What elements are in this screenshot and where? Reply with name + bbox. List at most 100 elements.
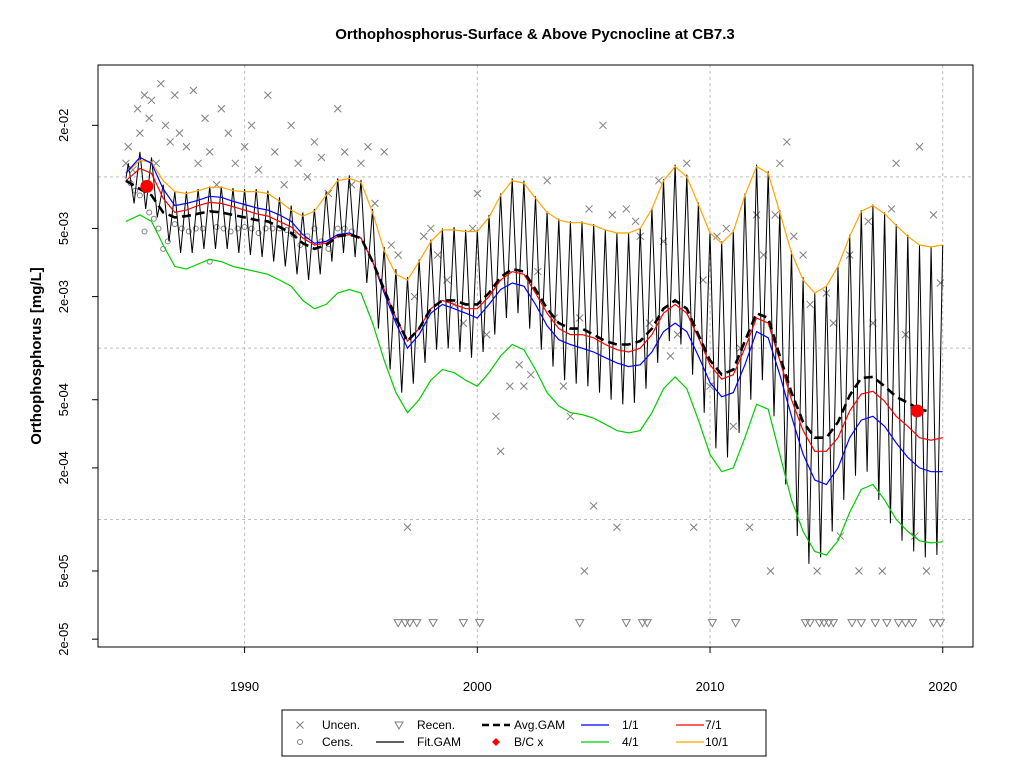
- recensored-point: [411, 619, 422, 628]
- data-marks: [122, 79, 946, 628]
- uncensored-point-stroke: [287, 121, 296, 130]
- uncensored-point: [201, 114, 209, 123]
- uncensored-point: [599, 121, 607, 130]
- legend-item: Recen.: [394, 718, 455, 732]
- uncensored-point-stroke: [140, 91, 149, 100]
- recensored-point: [474, 619, 485, 628]
- censored-point: [164, 238, 171, 245]
- censored-point: [192, 225, 199, 232]
- uncensored-point-stroke: [340, 148, 349, 156]
- uncensored-point: [799, 251, 807, 259]
- censored-point: [248, 225, 255, 232]
- censored-point: [213, 223, 220, 230]
- uncensored-point-stroke: [613, 523, 621, 532]
- uncensored-point-stroke: [333, 104, 342, 113]
- uncensored-point-stroke: [147, 96, 156, 105]
- recensored-point: [870, 619, 881, 628]
- uncensored-point-stroke: [789, 232, 798, 241]
- legend-symbol: [394, 721, 404, 731]
- uncensored-point: [673, 330, 682, 339]
- uncensored-point: [622, 205, 631, 213]
- uncensored-point: [559, 382, 568, 391]
- bc-point: [140, 179, 154, 193]
- uncensored-point-stroke: [585, 205, 593, 213]
- uncensored-point: [589, 502, 598, 510]
- legend-label: 1/1: [622, 718, 639, 732]
- uncensored-point: [224, 129, 233, 138]
- y-axis: 2e-05 5e-05 2e-04 5e-04 2e-03 5e-03 2e-02: [56, 109, 98, 656]
- uncensored-point: [878, 567, 887, 575]
- uncensored-point-stroke: [482, 330, 491, 339]
- uncensored-point: [166, 138, 174, 146]
- bc-point: [910, 404, 924, 418]
- uncensored-point-stroke: [310, 138, 319, 146]
- uncensored-point-stroke: [799, 251, 807, 259]
- line-10-1: [125, 159, 943, 294]
- uncensored-point: [133, 104, 142, 113]
- legend-label: Cens.: [322, 735, 353, 749]
- uncensored-point: [271, 148, 279, 156]
- recensored-point: [847, 619, 857, 628]
- uncensored-point: [403, 523, 412, 532]
- recensored-point: [393, 619, 404, 628]
- uncensored-point-stroke: [170, 91, 179, 100]
- uncensored-point-stroke: [673, 330, 682, 339]
- uncensored-point: [506, 382, 514, 391]
- recensored-point: [730, 619, 741, 628]
- censored-point: [136, 192, 143, 199]
- uncensored-point: [294, 159, 302, 168]
- uncensored-point: [496, 447, 505, 456]
- uncensored-point: [147, 96, 156, 105]
- y-tick-label: 2e-03: [56, 280, 71, 313]
- uncensored-point-stroke: [729, 422, 738, 431]
- uncensored-point-stroke: [410, 292, 419, 301]
- uncensored-point-stroke: [855, 567, 863, 575]
- uncensored-point: [929, 211, 938, 219]
- line-7-1: [125, 167, 943, 452]
- recensored-point: [893, 619, 904, 628]
- uncensored-point-stroke: [771, 211, 780, 219]
- uncensored-point-stroke: [666, 352, 675, 360]
- censored-point: [199, 225, 206, 232]
- uncensored-point: [566, 412, 575, 421]
- uncensored-point: [585, 205, 593, 213]
- uncensored-point-stroke: [264, 91, 272, 100]
- legend-symbol: [492, 738, 500, 746]
- legend-item: B/C x: [492, 735, 543, 749]
- x-tick-label: 2020: [928, 679, 957, 694]
- uncensored-point: [231, 159, 240, 168]
- uncensored-point-stroke: [224, 129, 233, 138]
- uncensored-point-stroke: [887, 205, 896, 213]
- legend-label: 7/1: [705, 718, 722, 732]
- uncensored-point-stroke: [559, 382, 568, 391]
- censored-point: [178, 225, 185, 232]
- uncensored-point: [922, 567, 931, 575]
- uncensored-point: [782, 138, 791, 146]
- uncensored-point-stroke: [394, 251, 403, 259]
- censored-point: [146, 209, 153, 216]
- uncensored-point-stroke: [136, 129, 144, 138]
- uncensored-point-stroke: [775, 159, 784, 168]
- recensored-point: [900, 619, 911, 628]
- recensored-point: [642, 619, 653, 628]
- legend-label: Uncen.: [322, 718, 360, 732]
- uncensored-point-stroke: [922, 567, 931, 575]
- uncensored-point-stroke: [713, 232, 721, 241]
- recensored-point: [400, 619, 411, 628]
- uncensored-point-stroke: [645, 319, 654, 327]
- censored-point: [325, 245, 332, 252]
- recensored-point: [882, 619, 892, 628]
- legend-item: 1/1: [581, 718, 639, 732]
- legend-label: Recen.: [417, 718, 455, 732]
- uncensored-point-stroke: [317, 153, 326, 162]
- uncensored-point-stroke: [813, 567, 821, 575]
- uncensored-point-stroke: [689, 523, 698, 532]
- line-1-1: [125, 156, 943, 486]
- legend: Uncen. Cens. Recen. Fit.GAM Avg.GAM B/C x 1/1 4…: [281, 709, 767, 757]
- uncensored-point: [175, 129, 184, 138]
- uncensored-point: [247, 121, 256, 130]
- uncensored-point-stroke: [280, 180, 289, 189]
- recensored-point: [404, 619, 415, 628]
- uncensored-point: [608, 211, 617, 219]
- uncensored-point-stroke: [580, 567, 589, 575]
